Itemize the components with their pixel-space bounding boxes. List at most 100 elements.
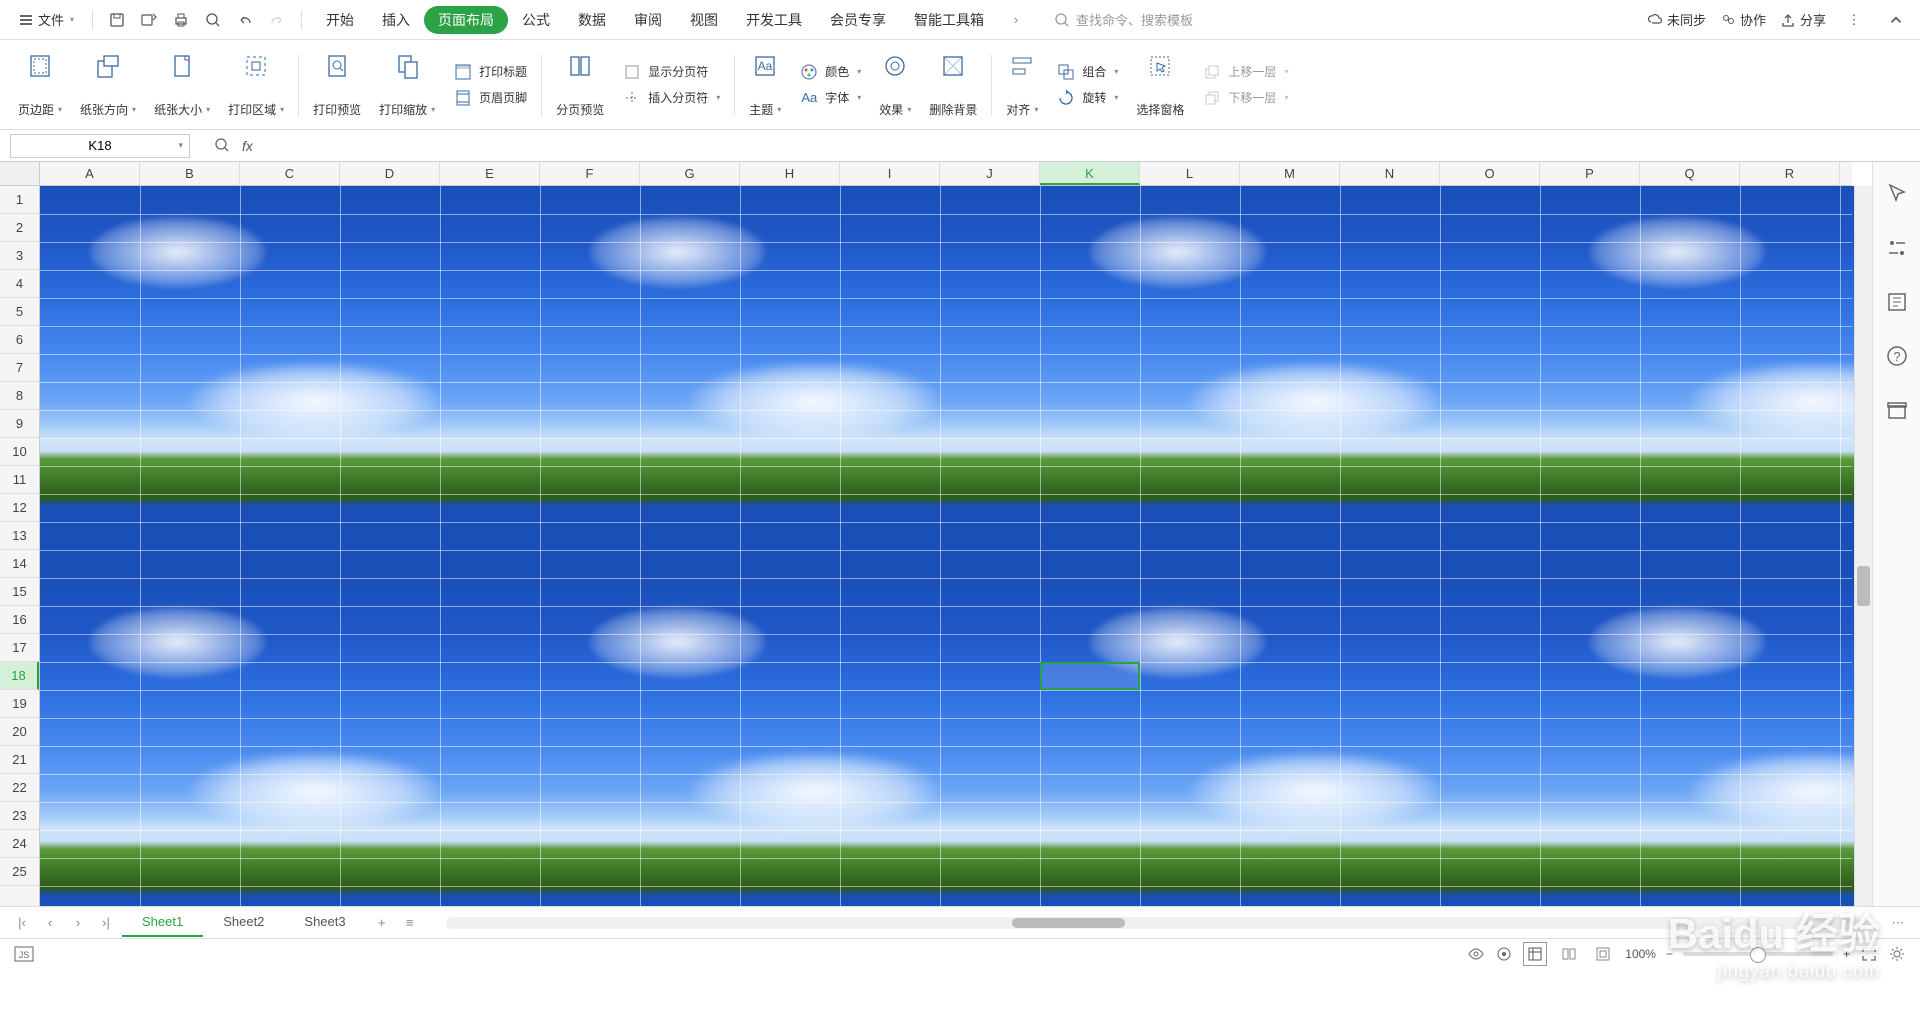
redo-icon[interactable]: [263, 6, 291, 34]
row-header[interactable]: 15: [0, 578, 39, 606]
align-button[interactable]: 对齐▾: [998, 52, 1046, 118]
sheet-tab[interactable]: Sheet3: [284, 908, 365, 937]
select-all-corner[interactable]: [0, 162, 40, 186]
row-header[interactable]: 10: [0, 438, 39, 466]
insert-page-break-button[interactable]: 插入分页符▾: [622, 88, 720, 108]
header-footer-button[interactable]: 页眉页脚: [453, 88, 527, 108]
scroll-thumb[interactable]: [1012, 918, 1125, 928]
show-page-break-button[interactable]: 显示分页符: [622, 62, 720, 82]
normal-view-button[interactable]: [1523, 942, 1547, 966]
last-sheet-button[interactable]: ›|: [94, 911, 118, 935]
row-header[interactable]: 18: [0, 662, 39, 690]
tab-会员专享[interactable]: 会员专享: [816, 4, 900, 36]
row-header[interactable]: 17: [0, 634, 39, 662]
cursor-icon[interactable]: [1885, 182, 1909, 206]
row-header[interactable]: 8: [0, 382, 39, 410]
rotate-button[interactable]: 旋转▾: [1056, 88, 1118, 108]
column-header[interactable]: E: [440, 162, 540, 185]
print-title-button[interactable]: 打印标题: [453, 62, 527, 82]
properties-icon[interactable]: [1885, 290, 1909, 314]
row-header[interactable]: 21: [0, 746, 39, 774]
row-header[interactable]: 19: [0, 690, 39, 718]
column-header[interactable]: C: [240, 162, 340, 185]
save-as-icon[interactable]: [135, 6, 163, 34]
tab-数据[interactable]: 数据: [564, 4, 620, 36]
scroll-thumb[interactable]: [1857, 566, 1870, 606]
settings-icon[interactable]: [1885, 236, 1909, 260]
column-header[interactable]: R: [1740, 162, 1840, 185]
menu-button[interactable]: 文件 ▾: [10, 6, 82, 33]
sheet-tab[interactable]: Sheet1: [122, 908, 203, 937]
tab-审阅[interactable]: 审阅: [620, 4, 676, 36]
column-header[interactable]: K: [1040, 162, 1140, 185]
column-header[interactable]: J: [940, 162, 1040, 185]
row-header[interactable]: 4: [0, 270, 39, 298]
prev-sheet-button[interactable]: ‹: [38, 911, 62, 935]
selected-cell[interactable]: [1040, 662, 1140, 690]
grid[interactable]: [40, 186, 1852, 906]
column-header[interactable]: F: [540, 162, 640, 185]
more-icon[interactable]: ⋮: [1840, 6, 1868, 34]
row-header[interactable]: 12: [0, 494, 39, 522]
share-button[interactable]: 分享: [1780, 10, 1826, 29]
column-header[interactable]: B: [140, 162, 240, 185]
remove-bg-button[interactable]: 删除背景: [921, 52, 985, 118]
row-header[interactable]: 6: [0, 326, 39, 354]
cell-reference-input[interactable]: K18: [10, 134, 190, 158]
undo-icon[interactable]: [231, 6, 259, 34]
column-header[interactable]: A: [40, 162, 140, 185]
column-header[interactable]: M: [1240, 162, 1340, 185]
sidebar-more-icon[interactable]: ⋯: [1886, 911, 1910, 935]
column-header[interactable]: D: [340, 162, 440, 185]
font-button[interactable]: Aa字体▾: [799, 88, 861, 108]
fx-label[interactable]: fx: [242, 138, 253, 154]
column-header[interactable]: G: [640, 162, 740, 185]
formula-input[interactable]: [263, 138, 1906, 153]
theme-button[interactable]: Aa主题▾: [741, 52, 789, 118]
sync-status[interactable]: 未同步: [1647, 10, 1706, 29]
page-break-view-button[interactable]: [1591, 942, 1615, 966]
vertical-scrollbar[interactable]: [1854, 186, 1872, 906]
print-scale-button[interactable]: 打印缩放▾: [371, 52, 443, 118]
margin-button[interactable]: 页边距▾: [10, 52, 70, 118]
size-button[interactable]: 纸张大小▾: [146, 52, 218, 118]
tab-公式[interactable]: 公式: [508, 4, 564, 36]
fullscreen-icon[interactable]: [1860, 945, 1878, 963]
row-header[interactable]: 2: [0, 214, 39, 242]
row-header[interactable]: 13: [0, 522, 39, 550]
print-preview-icon[interactable]: [199, 6, 227, 34]
help-icon[interactable]: ?: [1885, 344, 1909, 368]
zoom-slider[interactable]: [1683, 952, 1833, 956]
row-header[interactable]: 20: [0, 718, 39, 746]
collab-button[interactable]: 协作: [1720, 10, 1766, 29]
zoom-fx-icon[interactable]: [214, 137, 232, 155]
row-header[interactable]: 11: [0, 466, 39, 494]
row-header[interactable]: 22: [0, 774, 39, 802]
row-header[interactable]: 25: [0, 858, 39, 886]
first-sheet-button[interactable]: |‹: [10, 911, 34, 935]
js-icon[interactable]: JS: [14, 946, 34, 962]
add-sheet-button[interactable]: +: [370, 911, 394, 935]
group-button[interactable]: 组合▾: [1056, 62, 1118, 82]
eye-icon[interactable]: [1467, 945, 1485, 963]
column-header[interactable]: H: [740, 162, 840, 185]
zoom-level[interactable]: 100%: [1625, 947, 1656, 961]
column-header[interactable]: N: [1340, 162, 1440, 185]
horizontal-scrollbar[interactable]: [446, 917, 1862, 929]
row-header[interactable]: 7: [0, 354, 39, 382]
print-preview-button[interactable]: 打印预览: [305, 52, 369, 118]
tab-开始[interactable]: 开始: [312, 4, 368, 36]
print-icon[interactable]: [167, 6, 195, 34]
move-up-button[interactable]: 上移一层▾: [1202, 62, 1288, 82]
page-layout-view-button[interactable]: [1557, 942, 1581, 966]
zoom-in-button[interactable]: +: [1843, 947, 1850, 961]
tab-页面布局[interactable]: 页面布局: [424, 6, 508, 34]
select-pane-button[interactable]: 选择窗格: [1128, 52, 1192, 118]
column-header[interactable]: L: [1140, 162, 1240, 185]
tab-智能工具箱[interactable]: 智能工具箱: [900, 4, 998, 36]
search-box[interactable]: 查找命令、搜索模板: [1054, 10, 1193, 29]
row-header[interactable]: 14: [0, 550, 39, 578]
settings-gear-icon[interactable]: [1888, 945, 1906, 963]
page-preview-button[interactable]: 分页预览: [548, 52, 612, 118]
column-header[interactable]: P: [1540, 162, 1640, 185]
